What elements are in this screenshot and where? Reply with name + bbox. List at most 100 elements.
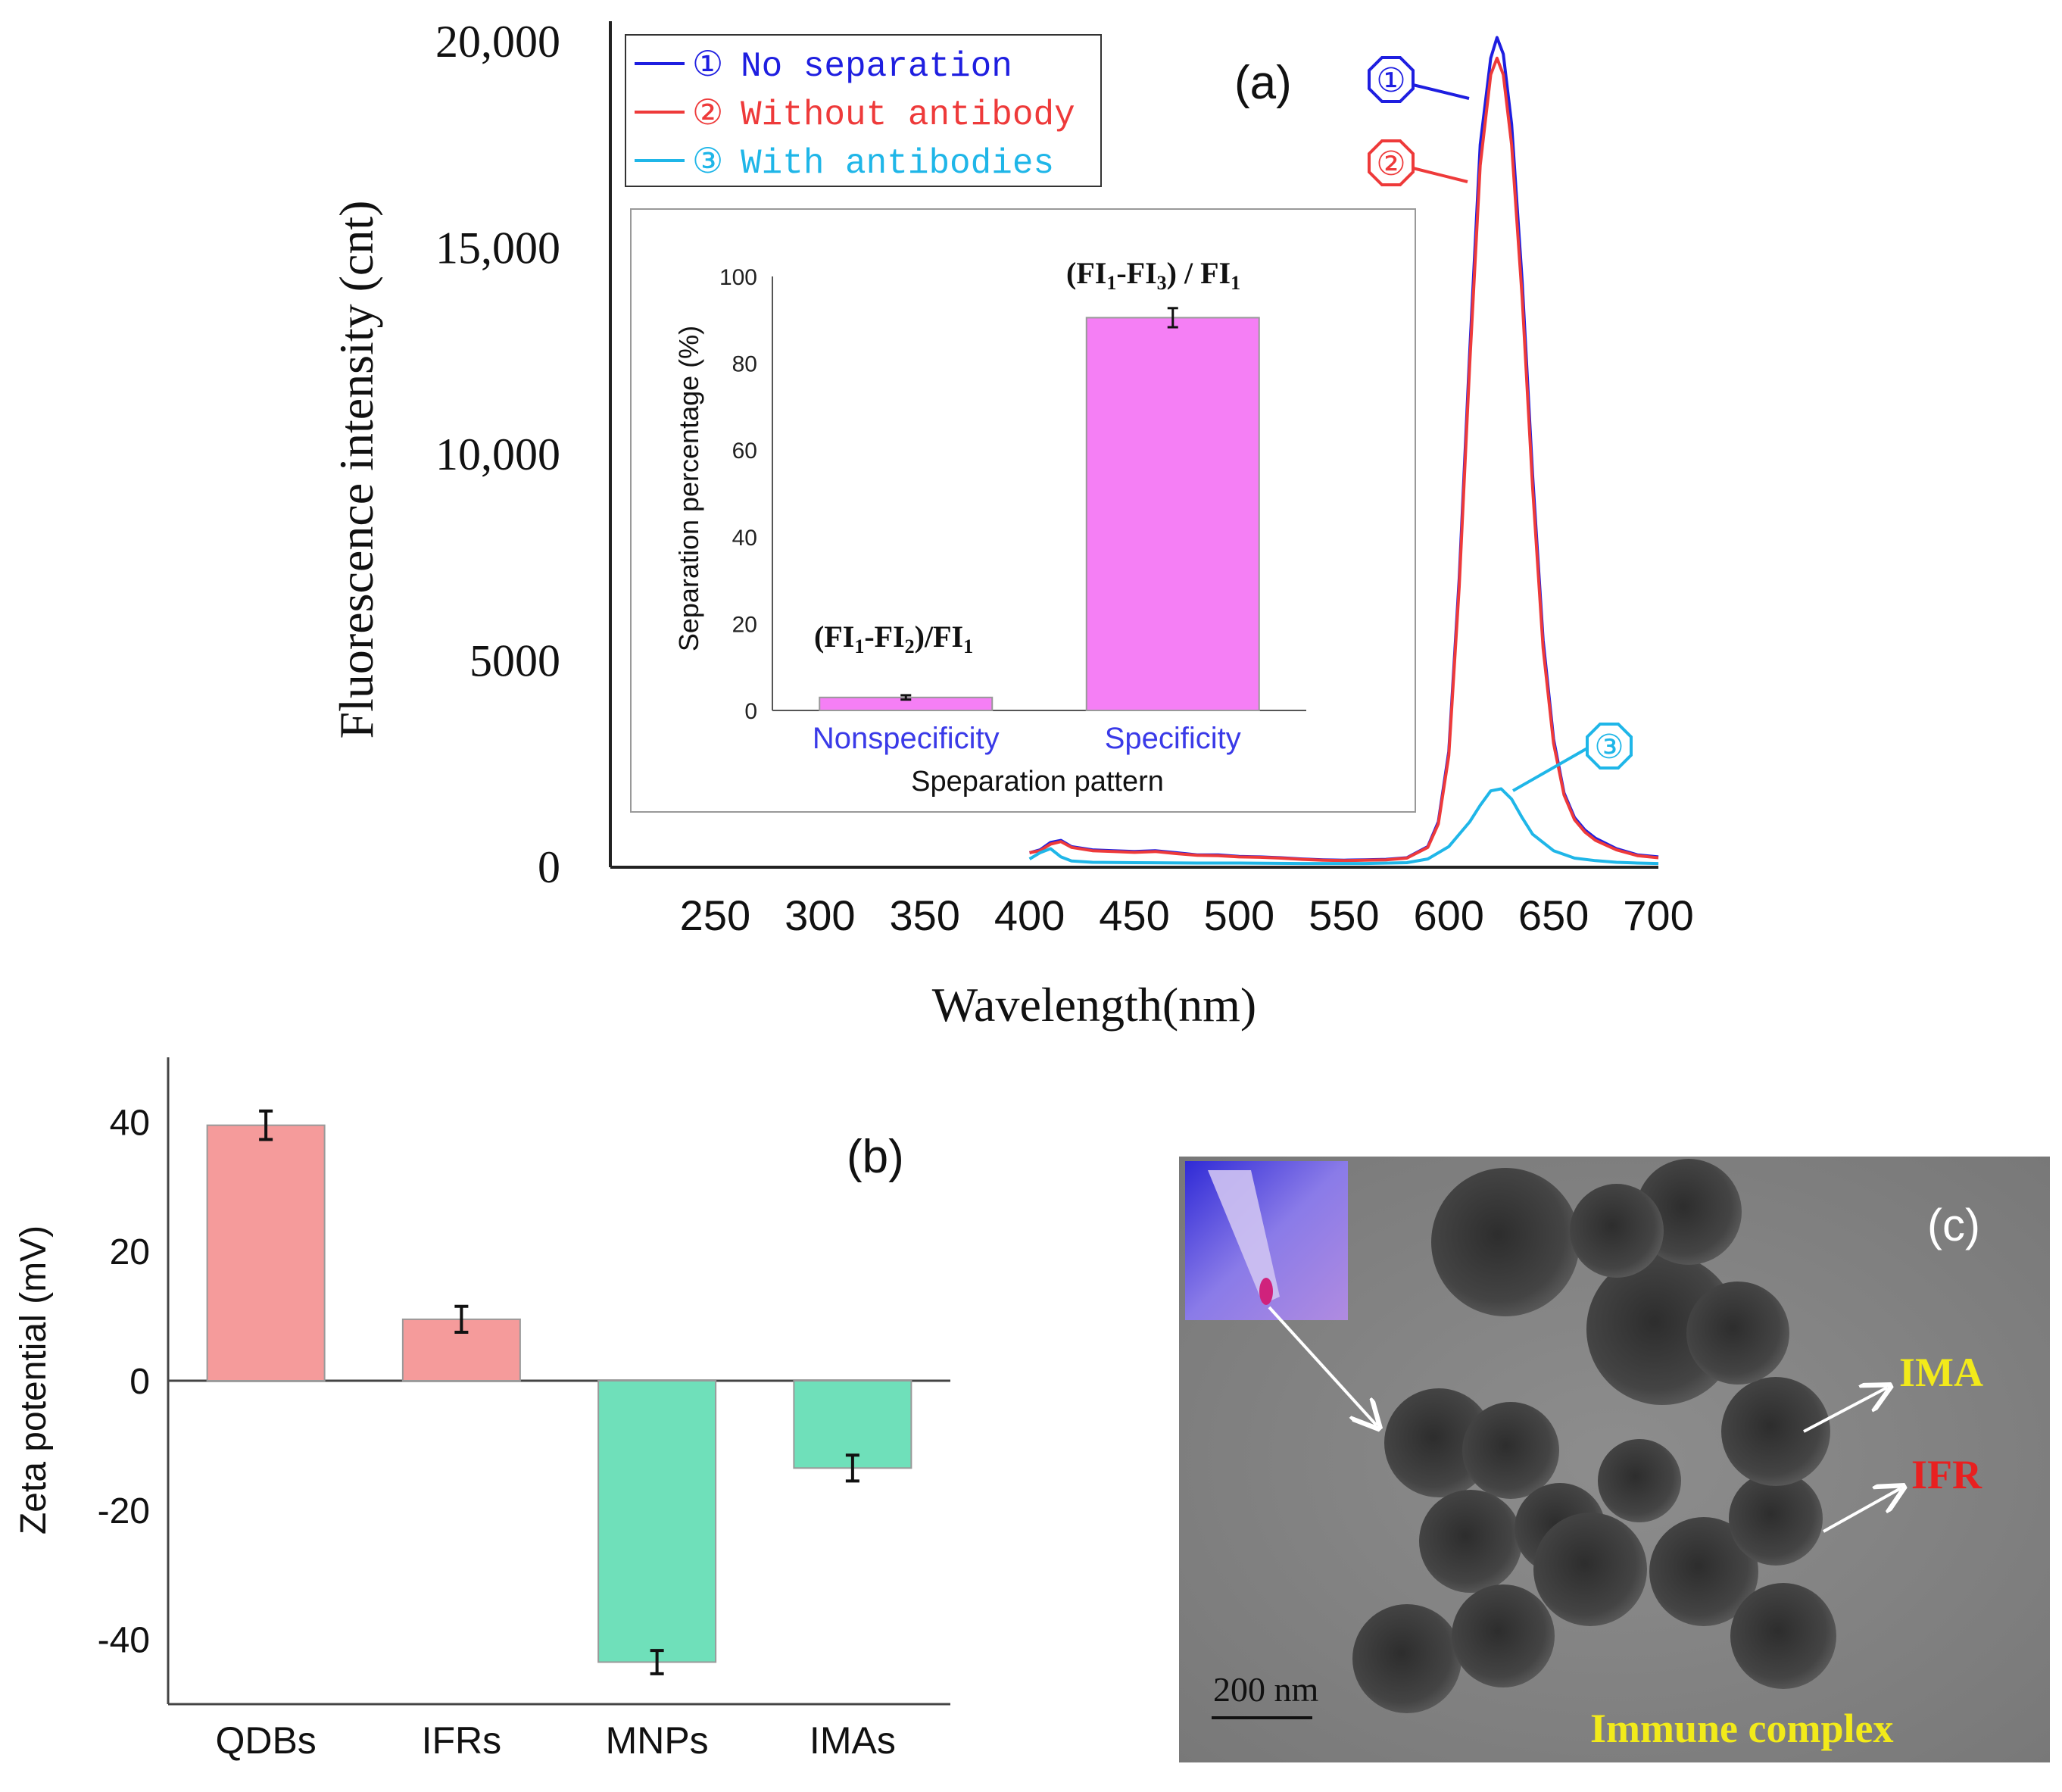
panel-b-y-axis-label: Zeta potential (mV): [14, 1225, 54, 1534]
tube-icon: [1208, 1170, 1280, 1304]
immune-complex-caption: Immune complex: [1590, 1706, 1893, 1751]
ifr-arrow: [1823, 1488, 1901, 1533]
legend-marker-3: ③: [692, 141, 723, 180]
panel-a-x-tick-label: 250: [680, 891, 750, 939]
panel-b-y-ticks: -40 -20 0 20 40: [98, 1103, 150, 1660]
annotation-2-leader: [1412, 167, 1468, 183]
formula-1-sub-b: 2: [905, 635, 915, 657]
panel-a-x-axis-label: Wavelength(nm): [932, 978, 1256, 1032]
legend-label-2: Without antibody: [741, 95, 1075, 135]
panel-b-y-tick-label: -40: [98, 1621, 150, 1661]
formula-2-part-b: -FI: [1116, 256, 1156, 290]
panel-a-x-tick-label: 500: [1204, 891, 1274, 939]
panel-b-bars-group: QDBs IFRs MNPs IMAs: [206, 1109, 912, 1762]
inset-formula-nonspecificity: (FI1-FI2)/FI1: [814, 620, 973, 657]
legend-box: [625, 34, 1102, 187]
formula-2-sub-a: 1: [1106, 272, 1116, 294]
panel-a-series-line-2: [1029, 56, 1659, 863]
annotation-2-octagon: [1368, 139, 1415, 186]
annotation-3-text: ③: [1594, 729, 1624, 766]
panel-b-category-label: QDBs: [215, 1719, 316, 1762]
legend-marker-2: ②: [692, 92, 723, 132]
panel-a-y-axis-label: Fluorescence intensity (cnt): [329, 201, 383, 739]
inset-bars-group: Nonspecificity Specificity: [813, 307, 1260, 755]
panel-a-x-tick-label: 550: [1309, 891, 1379, 939]
formula-2-part-c: ) / FI: [1167, 256, 1231, 290]
panel-a-x-tick-label: 300: [785, 891, 855, 939]
formula-2-part-a: (FI: [1066, 256, 1106, 290]
ima-label: IMA: [1899, 1350, 1983, 1395]
inset-y-tick-label: 0: [744, 699, 757, 724]
panel-a-x-tick-label: 600: [1413, 891, 1483, 939]
inset-x-axis-label: Speparation pattern: [911, 766, 1164, 798]
annotation-1-octagon: [1368, 56, 1415, 103]
panel-b-y-tick-label: 20: [110, 1232, 150, 1272]
inset-y-tick-label: 20: [732, 612, 757, 637]
formula-1-sub-c: 1: [963, 635, 973, 657]
panel-c-label: (c): [1927, 1200, 1980, 1250]
panel-a-x-tick-label: 700: [1623, 891, 1693, 939]
formula-2-sub-c: 1: [1231, 272, 1240, 294]
panel-b-zeta-chart: Zeta potential (mV) (b) -40 -20 0 20 40 QDBs…: [14, 1057, 950, 1762]
panel-b-category-label: IFRs: [422, 1719, 502, 1762]
panel-a-x-tick-label: 400: [994, 891, 1065, 939]
annotation-3-octagon: [1586, 723, 1633, 770]
panel-b-category-label: MNPs: [606, 1719, 709, 1762]
panel-a-y-tick-label: 20,000: [435, 17, 560, 67]
panel-b-y-tick-label: -20: [98, 1491, 150, 1531]
inset-frame: [630, 208, 1416, 813]
panel-a-label: (a): [1234, 57, 1292, 109]
panel-a-y-tick-label: 0: [538, 842, 560, 892]
panel-c-tem-image: (c) IMA IFR 200 nm Immune complex: [1179, 1157, 2050, 1762]
legend-marker-1: ①: [692, 44, 723, 83]
ima-arrow: [1803, 1388, 1887, 1433]
panel-a-x-tick-label: 450: [1099, 891, 1169, 939]
tube-pellet: [1259, 1278, 1273, 1305]
panel-a-y-ticks: 0 5000 10,000 15,000 20,000: [435, 17, 560, 892]
scale-bar-label: 200 nm: [1213, 1670, 1319, 1709]
formula-1-part-a: (FI: [814, 620, 854, 654]
panel-a-x-tick-label: 350: [889, 891, 959, 939]
panel-a-inset-chart: Separation percentage (%) Speparation pa…: [630, 208, 1416, 813]
formula-1-part-b: -FI: [864, 620, 904, 654]
inset-y-tick-label: 40: [732, 526, 757, 551]
formula-2-sub-b: 3: [1157, 272, 1167, 294]
annotation-2-text: ②: [1376, 145, 1405, 183]
panel-a-series-line-3: [1028, 787, 1659, 866]
panel-b-y-tick-label: 0: [129, 1362, 150, 1402]
panel-b-bar-imas: [793, 1380, 912, 1469]
inset-y-tick-label: 60: [732, 439, 757, 464]
inset-y-axis-label: Separation percentage (%): [673, 326, 704, 651]
panel-a-x-ticks: 250 300 350 400 450 500 550 600 650 700: [680, 891, 1694, 939]
panel-b-label: (b): [847, 1131, 904, 1183]
panel-a-y-tick-label: 5000: [469, 636, 560, 686]
panel-a-y-tick-label: 15,000: [435, 223, 560, 273]
inset-y-tick-label: 100: [719, 265, 757, 290]
panel-a-y-tick-label: 10,000: [435, 429, 560, 479]
panel-b-category-label: IMAs: [810, 1719, 896, 1762]
tube-inset-photo: [1185, 1161, 1348, 1320]
panel-a-series-group: [1028, 36, 1659, 866]
formula-1-sub-a: 1: [854, 635, 864, 657]
inset-formula-specificity: (FI1-FI3) / FI1: [1066, 256, 1240, 294]
legend-label-3: With antibodies: [741, 144, 1054, 183]
legend-label-1: No separation: [741, 47, 1012, 86]
inset-bar-specificity: [1085, 317, 1260, 711]
annotation-3-leader: [1512, 747, 1588, 792]
panel-b-bar-qdbs: [206, 1124, 326, 1382]
panel-a-legend: ① No separation ② Without antibody ③ Wit…: [625, 34, 1102, 187]
nanoparticle-cluster: [1352, 1159, 1836, 1713]
panel-a-peak-annotations: ① ② ③: [1368, 56, 1633, 792]
formula-1-part-c: )/FI: [915, 620, 963, 654]
panel-a-x-tick-label: 650: [1518, 891, 1589, 939]
annotation-1-text: ①: [1376, 62, 1405, 99]
inset-y-tick-label: 80: [732, 352, 757, 377]
inset-y-ticks: 0 20 40 60 80 100: [719, 265, 757, 724]
tube-arrow: [1268, 1306, 1377, 1425]
ifr-label: IFR: [1911, 1452, 1982, 1497]
annotation-1-leader: [1412, 83, 1470, 100]
panel-b-y-tick-label: 40: [110, 1103, 150, 1143]
inset-category-label: Specificity: [1105, 722, 1241, 755]
panel-b-bar-mnps: [597, 1380, 717, 1663]
